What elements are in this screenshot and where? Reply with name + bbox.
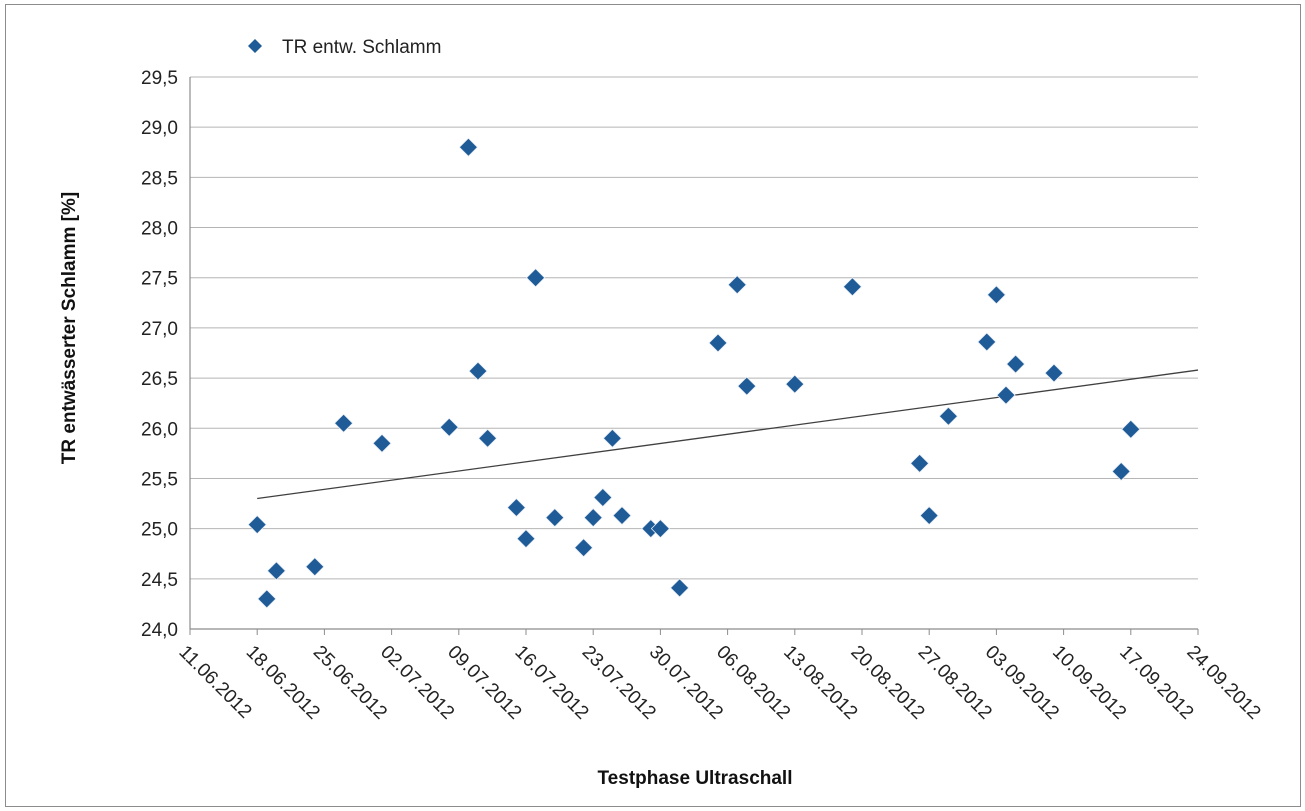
data-point [575, 539, 593, 557]
data-point [248, 516, 266, 534]
data-point [978, 333, 996, 351]
data-point [709, 334, 727, 352]
data-point [335, 414, 353, 432]
data-point [517, 530, 535, 548]
data-point [843, 278, 861, 296]
y-tick-label: 24,0 [141, 620, 178, 641]
data-point [1045, 364, 1063, 382]
y-tick-label: 27,5 [141, 269, 178, 290]
legend-label: TR entw. Schlamm [282, 37, 441, 58]
y-axis-title: TR entwässerter Schlamm [%] [59, 192, 80, 464]
data-point [258, 590, 276, 608]
data-point [1122, 420, 1140, 438]
data-point [671, 579, 689, 597]
data-point [738, 377, 756, 395]
legend-marker-diamond [248, 39, 262, 53]
data-point [651, 520, 669, 538]
data-point [603, 429, 621, 447]
legend: TR entw. Schlamm [248, 37, 441, 58]
axes [190, 77, 1198, 635]
data-point [911, 454, 929, 472]
y-tick-label: 28,5 [141, 168, 178, 189]
y-tick-label: 26,0 [141, 419, 178, 440]
data-point [1112, 462, 1130, 480]
gridlines [190, 77, 1198, 579]
trendline-group [257, 370, 1198, 498]
y-tick-labels: 24,0 24,5 25,0 25,5 26,0 26,5 27,0 27,5 28,0 28,5… [141, 68, 178, 641]
data-point [594, 489, 612, 507]
data-points [248, 138, 1140, 608]
data-point [920, 507, 938, 525]
x-tick-labels: 11.06.201218.06.201225.06.201202.07.2012… [174, 642, 1264, 724]
data-point [267, 562, 285, 580]
data-point [373, 434, 391, 452]
data-point [1007, 355, 1025, 373]
data-point [584, 509, 602, 527]
y-tick-label: 27,0 [141, 319, 178, 340]
data-point [306, 558, 324, 576]
data-point [939, 407, 957, 425]
trendline [257, 370, 1198, 498]
y-tick-label: 28,0 [141, 219, 178, 240]
data-point [507, 499, 525, 517]
y-tick-label: 25,0 [141, 520, 178, 541]
y-tick-label: 24,5 [141, 570, 178, 591]
data-point [527, 269, 545, 287]
data-point [987, 286, 1005, 304]
data-point [997, 386, 1015, 404]
x-axis-title: Testphase Ultraschall [597, 768, 792, 789]
y-tick-label: 29,5 [141, 68, 178, 89]
y-tick-label: 26,5 [141, 369, 178, 390]
data-point [479, 429, 497, 447]
data-point [440, 418, 458, 436]
data-point [469, 362, 487, 380]
data-point [546, 509, 564, 527]
data-point [459, 138, 477, 156]
data-point [613, 507, 631, 525]
y-tick-label: 25,5 [141, 469, 178, 490]
y-tick-label: 29,0 [141, 118, 178, 139]
data-point [728, 276, 746, 294]
